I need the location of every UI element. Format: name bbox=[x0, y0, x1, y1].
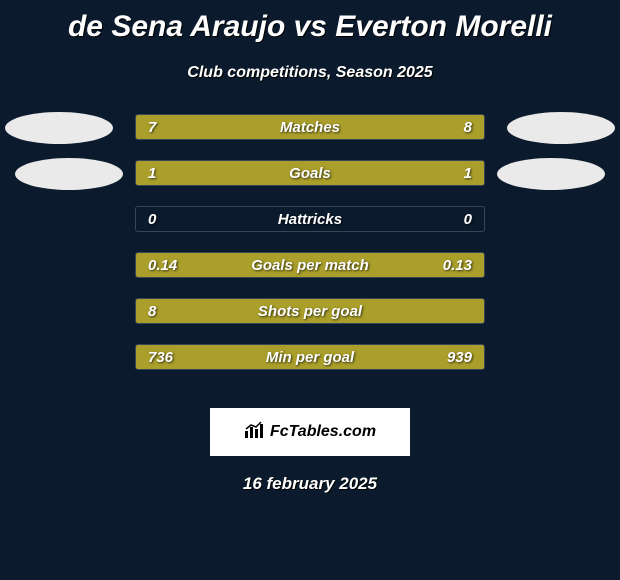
chart-icon bbox=[244, 421, 266, 444]
right-value: 0 bbox=[464, 207, 472, 232]
comparison-chart: 78Matches11Goals00Hattricks0.140.13Goals… bbox=[0, 114, 620, 390]
stat-label: Hattricks bbox=[136, 207, 484, 232]
bar-left-fill bbox=[136, 161, 311, 185]
stat-row: 78Matches bbox=[0, 114, 620, 160]
left-value: 8 bbox=[148, 299, 156, 324]
left-value: 7 bbox=[148, 115, 156, 140]
left-value: 736 bbox=[148, 345, 173, 370]
bar-track: 8Shots per goal bbox=[135, 298, 485, 324]
right-value: 0.13 bbox=[443, 253, 472, 278]
stat-row: 0.140.13Goals per match bbox=[0, 252, 620, 298]
left-value: 1 bbox=[148, 161, 156, 186]
bar-track: 11Goals bbox=[135, 160, 485, 186]
stat-row: 0 0Hattricks bbox=[0, 206, 620, 252]
bar-right-fill bbox=[309, 161, 484, 185]
bar-left-fill bbox=[136, 115, 299, 139]
right-value: 1 bbox=[464, 161, 472, 186]
bar-track: 736939Min per goal bbox=[135, 344, 485, 370]
logo-box: FcTables.com bbox=[210, 408, 410, 456]
left-value: 0.14 bbox=[148, 253, 177, 278]
bar-right-fill bbox=[297, 115, 484, 139]
stat-row: 736939Min per goal bbox=[0, 344, 620, 390]
bar-left-fill bbox=[136, 299, 485, 323]
subtitle: Club competitions, Season 2025 bbox=[0, 64, 620, 82]
bar-track: 0 0Hattricks bbox=[135, 206, 485, 232]
right-value: 939 bbox=[447, 345, 472, 370]
page-title: de Sena Araujo vs Everton Morelli bbox=[0, 0, 620, 44]
player-left-avatar bbox=[5, 112, 113, 144]
player-right-avatar bbox=[497, 158, 605, 190]
player-right-avatar bbox=[507, 112, 615, 144]
bar-track: 78Matches bbox=[135, 114, 485, 140]
stat-row: 8Shots per goal bbox=[0, 298, 620, 344]
date-label: 16 february 2025 bbox=[0, 474, 620, 494]
player-left-avatar bbox=[15, 158, 123, 190]
left-value: 0 bbox=[148, 207, 156, 232]
logo-text: FcTables.com bbox=[270, 423, 376, 441]
bar-track: 0.140.13Goals per match bbox=[135, 252, 485, 278]
right-value: 8 bbox=[464, 115, 472, 140]
stat-row: 11Goals bbox=[0, 160, 620, 206]
